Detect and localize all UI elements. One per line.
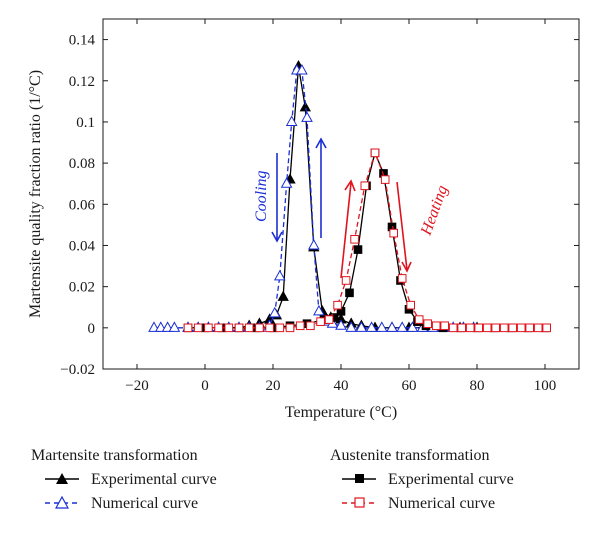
data-point xyxy=(345,288,354,298)
data-point xyxy=(406,321,419,332)
data-point xyxy=(345,321,358,332)
x-tick-label: 60 xyxy=(402,378,417,394)
y-tick-label: 0.06 xyxy=(69,197,96,213)
data-point xyxy=(365,321,378,332)
data-point xyxy=(168,321,181,332)
data-point xyxy=(542,323,552,333)
data-point xyxy=(423,319,432,329)
data-point xyxy=(516,323,526,333)
y-tick-label: 0.12 xyxy=(69,74,95,90)
data-point xyxy=(316,317,325,326)
data-point xyxy=(333,300,342,310)
x-tick-label: 100 xyxy=(534,378,557,394)
data-point xyxy=(275,323,285,333)
y-tick-label: 0.08 xyxy=(69,156,95,172)
legend-marker-mart-num xyxy=(54,495,70,509)
data-point xyxy=(234,323,244,333)
data-point xyxy=(244,323,254,333)
data-point xyxy=(273,269,286,281)
data-point xyxy=(307,238,320,250)
data-point xyxy=(277,290,289,301)
data-point xyxy=(204,323,213,333)
data-point xyxy=(255,323,264,333)
y-tick-label: −0.02 xyxy=(60,362,95,378)
data-point xyxy=(324,315,334,324)
legend-label-aust-exp: Experimental curve xyxy=(388,471,514,488)
data-point xyxy=(370,148,380,158)
series-2 xyxy=(183,148,550,333)
data-point xyxy=(360,181,370,191)
data-point xyxy=(525,323,535,333)
legend-label-aust-num: Numerical curve xyxy=(388,495,495,512)
x-tick-label: 80 xyxy=(470,378,485,394)
data-point xyxy=(285,323,295,333)
data-point xyxy=(457,323,466,333)
heating-arrows xyxy=(340,179,412,279)
legend-label-mart-exp: Experimental curve xyxy=(91,471,217,488)
data-point xyxy=(353,245,363,254)
data-point xyxy=(335,319,347,330)
cooling-arrows xyxy=(271,137,327,243)
series-line xyxy=(188,150,547,329)
x-tick-label: 20 xyxy=(266,378,281,394)
legend-marker-aust-exp xyxy=(355,474,364,483)
data-point xyxy=(465,323,475,333)
data-point xyxy=(313,304,325,316)
data-point xyxy=(474,323,483,333)
data-point xyxy=(431,321,441,331)
data-point xyxy=(224,323,234,333)
data-point xyxy=(448,323,458,333)
y-tick-label: 0.14 xyxy=(69,33,96,49)
legend-label-mart-num: Numerical curve xyxy=(91,495,198,512)
y-tick-label: 0 xyxy=(88,321,96,337)
heating-label: Heating xyxy=(417,183,451,238)
y-axis-label: Martensite quality fraction ratio (1/°C) xyxy=(27,70,44,318)
data-point xyxy=(389,228,398,238)
data-point xyxy=(375,321,388,332)
y-tick-label: 0.02 xyxy=(69,280,95,296)
x-tick-label: −20 xyxy=(125,378,148,394)
data-point xyxy=(183,323,193,333)
data-point xyxy=(397,274,407,283)
series-line xyxy=(154,69,474,329)
data-point xyxy=(214,323,223,333)
data-point xyxy=(295,321,305,331)
series-3 xyxy=(183,148,552,333)
data-point xyxy=(533,323,543,333)
data-point xyxy=(406,300,415,310)
data-point xyxy=(265,323,274,333)
data-point xyxy=(380,175,390,184)
x-tick-label: 40 xyxy=(334,378,349,394)
data-point xyxy=(301,111,313,122)
data-point xyxy=(268,306,281,318)
data-point xyxy=(440,321,449,331)
data-point xyxy=(280,177,293,188)
y-tick-label: 0.1 xyxy=(76,115,95,131)
x-axis-label: Temperature (°C) xyxy=(285,404,397,421)
data-point xyxy=(499,323,509,333)
data-point xyxy=(285,115,298,126)
x-tick-label: 0 xyxy=(201,378,209,394)
legend-marker-aust-num xyxy=(354,497,365,508)
data-point xyxy=(482,323,492,333)
data-point xyxy=(193,323,203,333)
data-point xyxy=(296,63,308,75)
data-point xyxy=(341,276,351,285)
data-point xyxy=(396,321,409,332)
data-point xyxy=(355,321,368,332)
y-tick-label: 0.04 xyxy=(69,238,96,254)
legend-marker-mart-exp xyxy=(56,473,68,484)
data-point xyxy=(306,321,315,331)
data-point xyxy=(491,323,500,333)
legend: Martensite transformation Austenite tran… xyxy=(31,447,514,512)
data-point xyxy=(414,315,424,324)
data-point xyxy=(299,101,311,112)
legend-title-austenite: Austenite transformation xyxy=(330,447,490,464)
legend-title-martensite: Martensite transformation xyxy=(31,447,198,464)
cooling-label: Cooling xyxy=(253,170,270,222)
data-point xyxy=(386,321,398,332)
data-point xyxy=(350,234,359,244)
data-point xyxy=(508,323,517,333)
